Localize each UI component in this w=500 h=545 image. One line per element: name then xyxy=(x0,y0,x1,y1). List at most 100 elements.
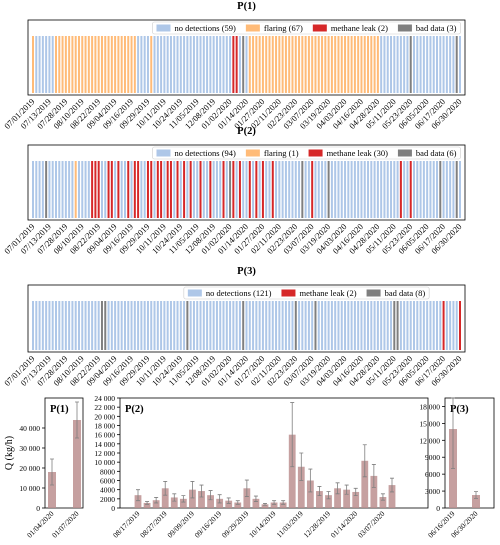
error-bar xyxy=(362,444,367,478)
event-bar xyxy=(64,161,67,218)
event-bar xyxy=(452,161,455,218)
event-bar xyxy=(215,36,218,93)
event-bar xyxy=(281,161,284,218)
y-tick-label: 24 000 xyxy=(94,394,115,403)
event-bar xyxy=(143,301,146,350)
event-bar xyxy=(436,161,439,218)
bar xyxy=(306,480,314,508)
event-bar xyxy=(288,161,291,218)
event-bar xyxy=(314,36,317,93)
event-bar xyxy=(202,161,205,218)
legend-box xyxy=(152,21,461,35)
event-bar xyxy=(61,161,64,218)
event-bar xyxy=(215,301,218,350)
event-bar xyxy=(432,301,435,350)
event-bar xyxy=(311,36,314,93)
event-bar xyxy=(120,301,123,350)
legend-swatch xyxy=(245,149,260,157)
y-tick-label: 12 000 xyxy=(94,449,115,458)
event-bar xyxy=(265,301,268,350)
error-bar xyxy=(308,468,313,493)
bar xyxy=(152,500,160,508)
bar xyxy=(343,489,351,508)
event-bar xyxy=(146,301,149,350)
event-bar xyxy=(370,36,373,93)
event-bar xyxy=(258,36,261,93)
event-bar xyxy=(150,36,153,93)
event-bar xyxy=(87,36,90,93)
event-bar xyxy=(337,36,340,93)
event-bar xyxy=(74,36,77,93)
event-bar xyxy=(281,36,284,93)
error-bar xyxy=(474,491,478,499)
event-bar xyxy=(81,301,84,350)
event-bar xyxy=(449,161,452,218)
bar xyxy=(179,498,187,508)
event-bar xyxy=(284,36,287,93)
event-bar xyxy=(383,161,386,218)
event-bar xyxy=(275,36,278,93)
error-bar xyxy=(335,482,340,495)
event-bar xyxy=(232,36,235,93)
panel-title: P(2) xyxy=(237,126,256,137)
event-bar xyxy=(219,161,222,218)
event-bar xyxy=(123,301,126,350)
event-bar xyxy=(449,301,452,350)
event-bar xyxy=(97,161,100,218)
event-bar xyxy=(439,161,442,218)
event-bar xyxy=(357,36,360,93)
event-bar xyxy=(422,301,425,350)
panel-title: P(3) xyxy=(237,266,256,277)
event-bar xyxy=(275,301,278,350)
event-bar xyxy=(367,36,370,93)
event-bar xyxy=(81,161,84,218)
event-bar xyxy=(127,161,130,218)
event-bar xyxy=(104,161,107,218)
event-bar xyxy=(209,36,212,93)
event-bar xyxy=(261,36,264,93)
y-tick-label: 14 000 xyxy=(94,440,115,449)
event-bar xyxy=(107,301,110,350)
event-bar xyxy=(347,301,350,350)
event-bar xyxy=(38,161,41,218)
event-bar xyxy=(334,301,337,350)
event-bar xyxy=(419,161,422,218)
event-bar xyxy=(413,161,416,218)
bar xyxy=(234,502,242,508)
event-bar xyxy=(317,161,320,218)
error-bar xyxy=(217,494,222,504)
bar xyxy=(73,420,81,508)
event-bar xyxy=(114,36,117,93)
event-bar xyxy=(183,161,186,218)
error-bar xyxy=(281,500,286,505)
bar xyxy=(334,488,341,508)
event-bar xyxy=(100,301,103,350)
event-bar xyxy=(426,36,429,93)
event-bar xyxy=(140,161,143,218)
event-bar xyxy=(179,301,182,350)
bar xyxy=(207,495,214,508)
event-bar xyxy=(222,36,225,93)
event-bar xyxy=(399,301,402,350)
event-bar xyxy=(344,301,347,350)
event-bar xyxy=(413,36,416,93)
event-bar xyxy=(386,301,389,350)
event-bar xyxy=(183,36,186,93)
bar xyxy=(261,504,269,508)
event-bar xyxy=(403,161,406,218)
event-bar xyxy=(347,161,350,218)
error-bar xyxy=(299,452,304,481)
event-bar xyxy=(117,36,120,93)
event-bar xyxy=(91,36,94,93)
event-bar xyxy=(390,36,393,93)
event-bar xyxy=(353,301,356,350)
event-bar xyxy=(160,301,163,350)
event-bar xyxy=(445,301,448,350)
event-bar xyxy=(71,36,74,93)
event-bar xyxy=(156,36,159,93)
event-bar xyxy=(268,36,271,93)
event-bar xyxy=(146,36,149,93)
event-bar xyxy=(127,36,130,93)
event-bar xyxy=(222,161,225,218)
